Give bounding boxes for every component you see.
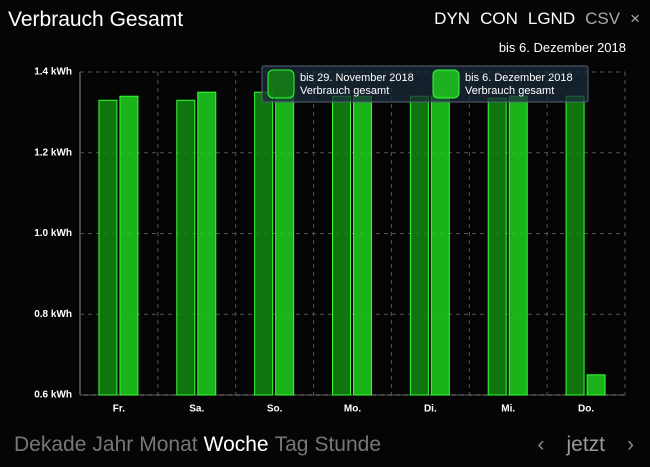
bar [197, 91, 217, 396]
pager-button[interactable]: › [627, 433, 634, 456]
header-button[interactable]: CSV [585, 9, 621, 28]
header-button[interactable]: DYN [434, 9, 471, 28]
pager-button[interactable]: jetzt [566, 433, 605, 456]
period-tab[interactable]: Monat [139, 433, 198, 456]
y-tick-label: 1.2 kWh [34, 147, 72, 158]
bar [176, 99, 196, 396]
period-tab[interactable]: Stunde [314, 433, 382, 456]
header-button[interactable]: CON [480, 9, 518, 28]
pager-button[interactable]: ‹ [537, 433, 545, 456]
x-tick-label: Mi. [501, 404, 515, 415]
period-tab[interactable]: Tag [274, 433, 309, 456]
legend-swatch [432, 69, 460, 99]
y-tick-label: 1.4 kWh [34, 67, 72, 78]
bar [332, 95, 351, 396]
title: Verbrauch Gesamt [8, 8, 184, 31]
legend-label: bis 6. Dezember 2018 [465, 72, 573, 84]
legend-description: Verbrauch gesamt [465, 85, 554, 97]
bar [254, 91, 274, 396]
bar [487, 97, 507, 396]
toolbar: DYN CON LGND CSV × [434, 9, 640, 29]
y-tick-label: 0.8 kWh [34, 309, 72, 320]
period-tab[interactable]: Woche [203, 433, 269, 456]
y-tick-label: 1.0 kWh [34, 228, 72, 239]
legend-swatch [267, 69, 295, 99]
header-button[interactable]: LGND [527, 9, 576, 28]
bar [119, 95, 139, 396]
legend-box [261, 65, 589, 103]
bar [430, 95, 450, 396]
x-tick-label: Sa. [189, 404, 204, 415]
legend-description: Verbrauch gesamt [300, 85, 389, 97]
x-tick-label: Do. [578, 404, 594, 415]
period-tab[interactable]: Dekade [14, 433, 87, 456]
x-tick-label: Di. [424, 404, 437, 415]
x-tick-label: So. [267, 404, 283, 415]
period-nav: Dekade Jahr Monat Woche Tag Stunde [14, 433, 381, 457]
bar [586, 374, 606, 396]
bar [508, 95, 528, 396]
x-tick-label: Fr. [113, 404, 125, 415]
bar [353, 95, 372, 396]
bar [98, 99, 118, 396]
legend-label: bis 29. November 2018 [300, 72, 414, 84]
bar [565, 95, 585, 396]
pager: ‹ jetzt › [537, 433, 634, 457]
x-tick-label: Mo. [344, 404, 361, 415]
y-tick-label: 0.6 kWh [34, 390, 72, 401]
bar [409, 95, 429, 396]
bar [275, 95, 295, 396]
subtitle: bis 6. Dezember 2018 [498, 40, 626, 55]
period-tab[interactable]: Jahr [92, 433, 134, 456]
header-button[interactable]: × [630, 9, 640, 28]
